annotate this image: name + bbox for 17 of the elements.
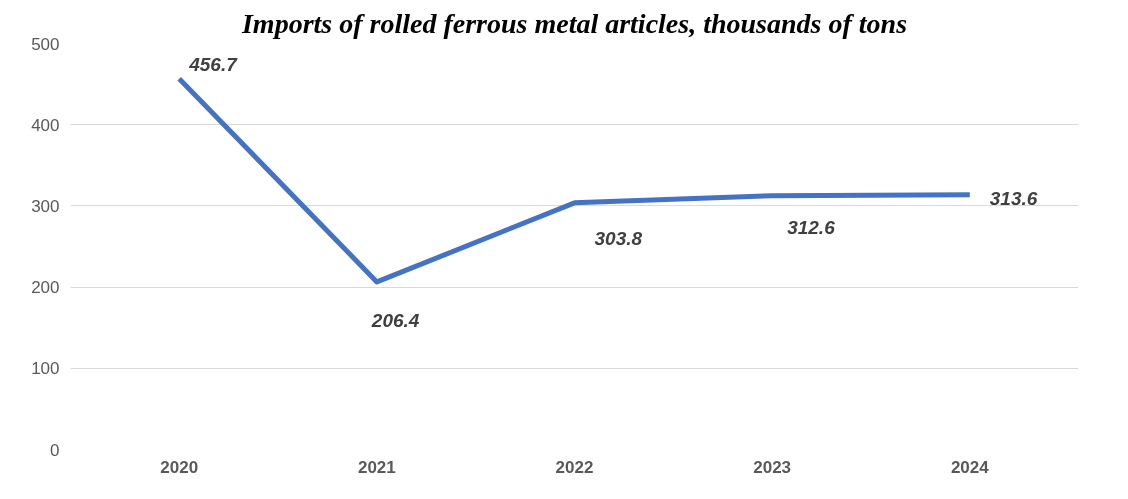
- x-tick-label: 2021: [357, 457, 396, 477]
- y-tick-label: 200: [31, 278, 60, 298]
- x-tick-label: 2023: [753, 457, 792, 477]
- x-tick-label: 2020: [160, 457, 199, 477]
- y-tick-label: 400: [31, 115, 60, 135]
- y-tick-label: 500: [31, 34, 60, 54]
- x-tick-label: 2022: [555, 457, 594, 477]
- data-label: 456.7: [188, 53, 239, 75]
- x-tick-label: 2024: [950, 457, 990, 477]
- data-label: 312.6: [787, 216, 836, 238]
- chart-title: Imports of rolled ferrous metal articles, thousands of tons: [240, 7, 908, 39]
- y-tick-label: 300: [31, 196, 60, 216]
- data-label: 206.4: [370, 309, 420, 331]
- data-label: 313.6: [989, 187, 1038, 209]
- y-tick-label: 100: [31, 359, 60, 379]
- y-tick-label: 0: [50, 440, 60, 460]
- data-label: 303.8: [594, 227, 643, 249]
